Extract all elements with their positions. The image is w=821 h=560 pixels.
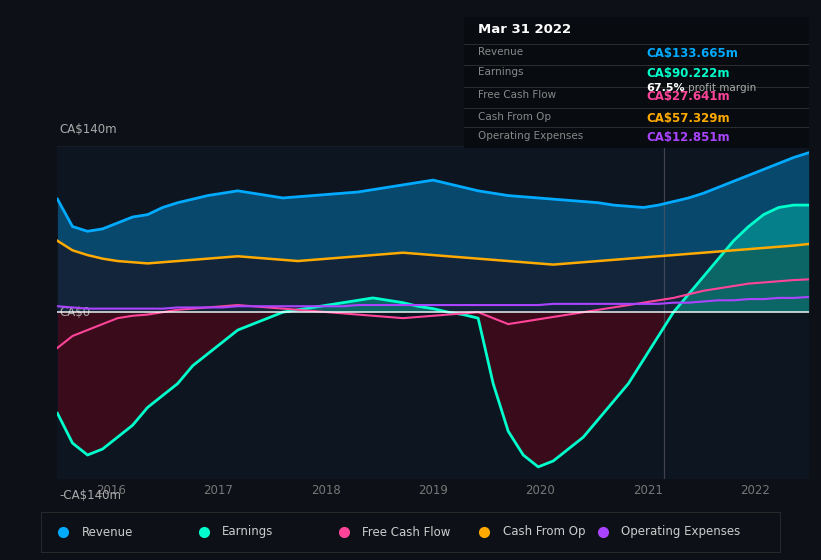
Text: 67.5%: 67.5% — [647, 83, 686, 92]
Text: -CA$140m: -CA$140m — [59, 489, 121, 502]
Text: Operating Expenses: Operating Expenses — [478, 131, 583, 141]
Text: Earnings: Earnings — [478, 67, 523, 77]
Text: Free Cash Flow: Free Cash Flow — [478, 91, 556, 100]
Text: CA$140m: CA$140m — [59, 123, 117, 136]
Text: CA$0: CA$0 — [59, 306, 90, 319]
Text: Cash From Op: Cash From Op — [478, 111, 551, 122]
Text: Revenue: Revenue — [478, 47, 523, 57]
Text: Earnings: Earnings — [222, 525, 273, 539]
Text: Operating Expenses: Operating Expenses — [621, 525, 741, 539]
Text: Cash From Op: Cash From Op — [502, 525, 585, 539]
Text: Mar 31 2022: Mar 31 2022 — [478, 24, 571, 36]
Text: CA$57.329m: CA$57.329m — [647, 111, 730, 124]
Text: Revenue: Revenue — [82, 525, 133, 539]
Text: CA$90.222m: CA$90.222m — [647, 67, 730, 80]
Text: profit margin: profit margin — [688, 83, 756, 92]
Text: Free Cash Flow: Free Cash Flow — [363, 525, 451, 539]
Text: CA$12.851m: CA$12.851m — [647, 131, 730, 144]
Text: CA$133.665m: CA$133.665m — [647, 47, 739, 60]
Text: CA$27.641m: CA$27.641m — [647, 91, 730, 104]
